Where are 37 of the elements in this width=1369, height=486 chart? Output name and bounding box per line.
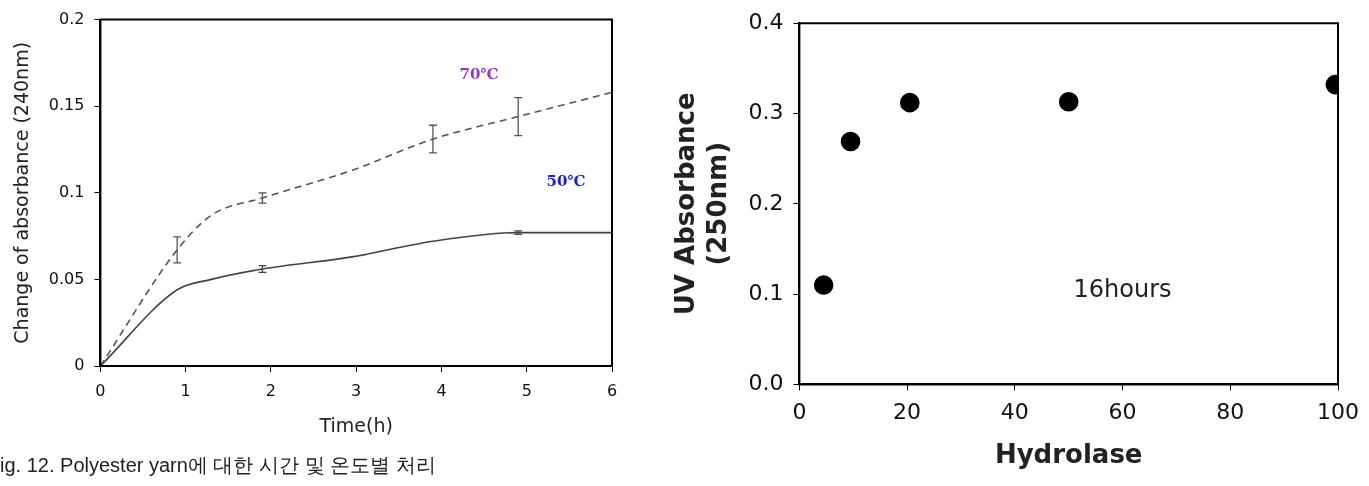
annotation: 16hours (1073, 274, 1172, 303)
y-axis-title: Change of absorbance (240nm) (10, 41, 33, 344)
x-tick-label: 60 (1108, 399, 1137, 425)
text: ig. 12. Polyester yarn에 대한 시간 및 온도별 처리 (0, 453, 436, 478)
y-tick-label: 0.3 (748, 99, 784, 125)
x-axis-title: Hydrolase (994, 439, 1143, 470)
y-axis-title: UV Absorbance (250nm) (670, 92, 732, 316)
x-tick-label: 2 (265, 380, 277, 400)
x-tick-label: 0 (95, 380, 106, 400)
y-tick-label: 0.4 (748, 8, 784, 34)
x-tick-label: 80 (1216, 399, 1245, 425)
x-tick-label: 6 (606, 380, 618, 400)
x-tick-label: 5 (521, 380, 532, 400)
point (900, 92, 920, 113)
x-tick-label: 40 (1000, 399, 1029, 425)
x-tick-label: 0 (792, 399, 807, 425)
y-tick-label: 0.05 (48, 268, 85, 288)
annotation: 70℃ (459, 64, 499, 83)
y-tick-label: 0.1 (748, 279, 784, 305)
x-tick-label: 20 (893, 399, 922, 425)
x-axis-title: Time(h) (318, 413, 393, 436)
x-tick-label: 3 (351, 380, 362, 400)
y-tick-label: 0.1 (58, 181, 85, 201)
y-tick-label: 0.15 (48, 95, 85, 115)
x-tick-label: 1 (180, 380, 191, 400)
line-series (100, 91, 612, 366)
x-tick-label: 100 (1317, 399, 1359, 425)
point (1058, 91, 1079, 112)
point (813, 275, 834, 295)
annotation: 50℃ (546, 172, 586, 191)
point (840, 131, 861, 152)
y-tick-label: 0.0 (748, 370, 784, 396)
line-series (100, 231, 612, 366)
x-tick-label: 4 (436, 380, 447, 400)
y-tick-label: 0.2 (748, 189, 784, 215)
y-tick-label: 0.2 (58, 8, 85, 28)
y-tick-label: 0 (74, 355, 85, 375)
